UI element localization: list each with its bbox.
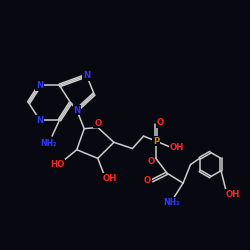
Text: O: O <box>157 118 164 127</box>
Text: O: O <box>94 118 102 128</box>
Text: O: O <box>147 157 154 166</box>
Text: NH₂: NH₂ <box>164 198 180 207</box>
Text: NH₂: NH₂ <box>40 139 57 148</box>
Text: HO: HO <box>50 160 64 169</box>
Text: OH: OH <box>170 143 184 152</box>
Text: N: N <box>36 81 43 90</box>
Text: OH: OH <box>226 190 240 199</box>
Text: N: N <box>36 116 43 124</box>
Text: O: O <box>144 176 151 185</box>
Text: N: N <box>73 106 80 115</box>
Text: P: P <box>153 136 159 145</box>
Text: OH: OH <box>103 174 117 183</box>
Text: N: N <box>83 71 90 80</box>
